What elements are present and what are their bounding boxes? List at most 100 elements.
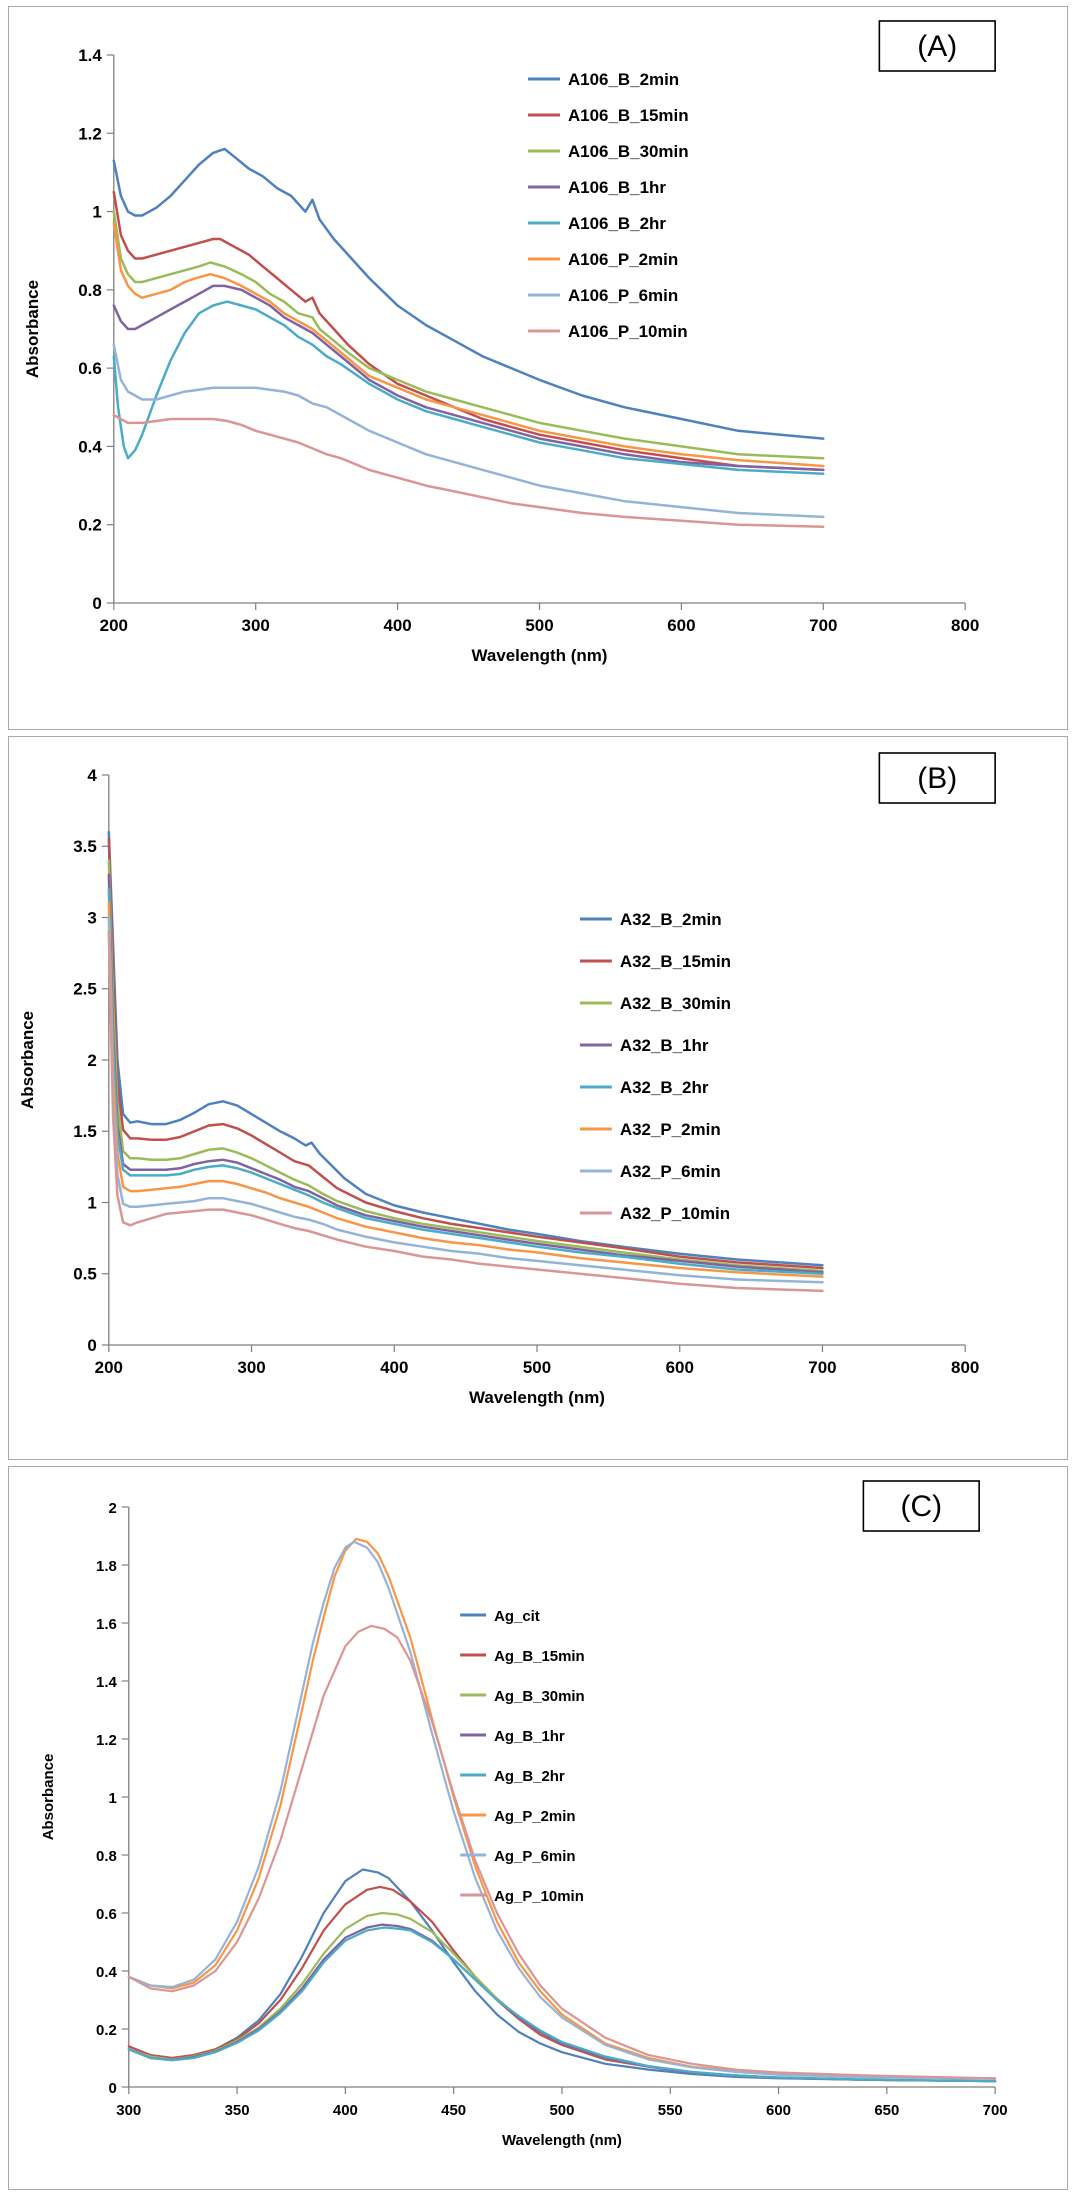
x-tick-label: 700 (809, 616, 837, 635)
x-axis-title: Wavelength (nm) (472, 646, 608, 665)
y-tick-label: 2 (87, 1051, 96, 1070)
y-tick-label: 0 (108, 2080, 116, 2097)
series-line-A32_P_2min (107, 902, 824, 1278)
series-line-A32_P_10min (107, 930, 824, 1293)
y-tick-label: 2 (108, 1500, 116, 1517)
legend-label-A32_B_1hr: A32_B_1hr (620, 1036, 709, 1055)
x-tick-label: 450 (441, 2102, 466, 2119)
chart-c-canvas: 300 350 400 450 500 550 600 650 700 0 0.2 0.4 0.6 0.8… (40, 1480, 1008, 2149)
y-tick-label: 0.4 (96, 1964, 117, 1981)
y-tick-label: 0.8 (96, 1848, 117, 1865)
y-axis-title: Absorbance (18, 1011, 37, 1109)
series-line-A32_B_2min (107, 830, 824, 1267)
y-axis-title: Absorbance (40, 1754, 57, 1841)
series-line-A106_B_15min (112, 190, 825, 472)
y-tick-label: 0.5 (73, 1265, 97, 1284)
series-line-A106_B_2min (112, 147, 825, 440)
series-line-A32_P_6min (107, 916, 824, 1284)
legend-label-A32_P_2min: A32_P_2min (620, 1120, 721, 1139)
y-tick-label: 0.2 (78, 516, 102, 535)
x-tick-label: 200 (100, 616, 128, 635)
y-tick-label: 3 (87, 908, 96, 927)
y-tick-label: 1 (108, 1790, 116, 1807)
legend-label-A106_P_10min: A106_P_10min (568, 322, 688, 341)
y-tick-label: 0.6 (96, 1906, 117, 1923)
series-line-Ag_P_6min (127, 1540, 997, 2081)
y-tick-label: 1.2 (78, 124, 102, 143)
series-line-A32_B_30min (107, 859, 824, 1273)
y-tick-label: 0.2 (96, 2022, 117, 2039)
panel-label: (B) (917, 762, 957, 795)
series-line-A32_B_2hr (107, 887, 824, 1276)
x-tick-label: 500 (523, 1358, 551, 1377)
legend-label-Ag_B_30min: Ag_B_30min (494, 1688, 585, 1705)
x-axis-title: Wavelength (nm) (502, 2132, 622, 2149)
series-line-A106_P_2min (112, 222, 825, 468)
series-line-A106_B_30min (112, 210, 825, 460)
y-tick-label: 0.8 (78, 281, 102, 300)
x-tick-label: 200 (95, 1358, 123, 1377)
x-tick-label: 800 (951, 1358, 979, 1377)
legend-label-Ag_P_2min: Ag_P_2min (494, 1808, 575, 1825)
y-tick-label: 3.5 (73, 837, 97, 856)
x-tick-label: 700 (983, 2102, 1008, 2119)
legend-label-Ag_P_10min: Ag_P_10min (494, 1888, 584, 1905)
legend-label-A32_P_10min: A32_P_10min (620, 1204, 730, 1223)
x-tick-label: 350 (225, 2102, 250, 2119)
legend-label-A32_B_2min: A32_B_2min (620, 910, 722, 929)
y-axis-title: Absorbance (23, 280, 42, 378)
panel-label-box (862, 1480, 980, 1532)
panel-label: (C) (900, 1490, 942, 1523)
panel-label: (A) (917, 30, 957, 63)
y-tick-label: 1.2 (96, 1732, 117, 1749)
panel-label-box (878, 20, 996, 72)
legend-label-A32_B_15min: A32_B_15min (620, 952, 731, 971)
x-tick-label: 400 (333, 2102, 358, 2119)
legend-label-A106_B_2min: A106_B_2min (568, 70, 679, 89)
legend-label-A32_B_30min: A32_B_30min (620, 994, 731, 1013)
series-line-A32_B_15min (107, 837, 824, 1270)
y-tick-label: 4 (87, 766, 97, 785)
y-tick-label: 0.6 (78, 359, 102, 378)
legend-label-A32_P_6min: A32_P_6min (620, 1162, 721, 1181)
chart-panel-c: 300 350 400 450 500 550 600 650 700 0 0.2 0.4 0.6 0.8… (8, 1466, 1068, 2190)
chart-b-canvas: 200 300 400 500 600 700 800 0 0.5 1 1.5 2 2.5 3 3.5 4 Wa… (18, 752, 996, 1407)
chart-panel-a: 200 300 400 500 600 700 800 0 0.2 0.4 0.6 0.8 1 1.2 1.… (8, 6, 1068, 730)
x-tick-label: 400 (380, 1358, 408, 1377)
legend-label-A106_B_30min: A106_B_30min (568, 142, 689, 161)
series-line-A106_B_2hr (112, 300, 825, 476)
series-line-Ag_B_2hr (127, 1926, 997, 2083)
legend-label-A106_B_1hr: A106_B_1hr (568, 178, 666, 197)
x-tick-label: 500 (549, 2102, 574, 2119)
legend-label-A106_B_15min: A106_B_15min (568, 106, 689, 125)
x-tick-label: 600 (666, 1358, 694, 1377)
x-tick-label: 600 (667, 616, 695, 635)
series-line-A106_P_6min (112, 343, 825, 519)
series-line-A106_P_10min (112, 413, 825, 528)
y-tick-label: 0 (87, 1336, 96, 1355)
x-tick-label: 700 (808, 1358, 836, 1377)
y-tick-label: 1.8 (96, 1558, 117, 1575)
x-tick-label: 400 (383, 616, 411, 635)
x-tick-label: 800 (951, 616, 979, 635)
chart-a-canvas: 200 300 400 500 600 700 800 0 0.2 0.4 0.6 0.8 1 1.2 1.… (23, 20, 996, 665)
x-tick-label: 600 (766, 2102, 791, 2119)
x-tick-label: 300 (116, 2102, 141, 2119)
chart-panel-b: 200 300 400 500 600 700 800 0 0.5 1 1.5 2 2.5 3 3.5 4 Wa… (8, 736, 1068, 1460)
x-tick-label: 300 (237, 1358, 265, 1377)
y-tick-label: 1 (87, 1193, 96, 1212)
y-tick-label: 1.4 (78, 46, 102, 65)
legend-label-Ag_P_6min: Ag_P_6min (494, 1848, 575, 1865)
legend-label-Ag_B_1hr: Ag_B_1hr (494, 1728, 565, 1745)
y-tick-label: 0.4 (78, 437, 102, 456)
legend-label-A106_P_6min: A106_P_6min (568, 286, 678, 305)
x-tick-label: 650 (874, 2102, 899, 2119)
legend-label-A32_B_2hr: A32_B_2hr (620, 1078, 709, 1097)
series-line-Ag_P_10min (127, 1624, 997, 2080)
y-tick-label: 2.5 (73, 980, 97, 999)
series-line-A106_B_1hr (112, 284, 825, 472)
legend-label-Ag_B_2hr: Ag_B_2hr (494, 1768, 565, 1785)
x-tick-label: 300 (242, 616, 270, 635)
x-tick-label: 550 (658, 2102, 683, 2119)
